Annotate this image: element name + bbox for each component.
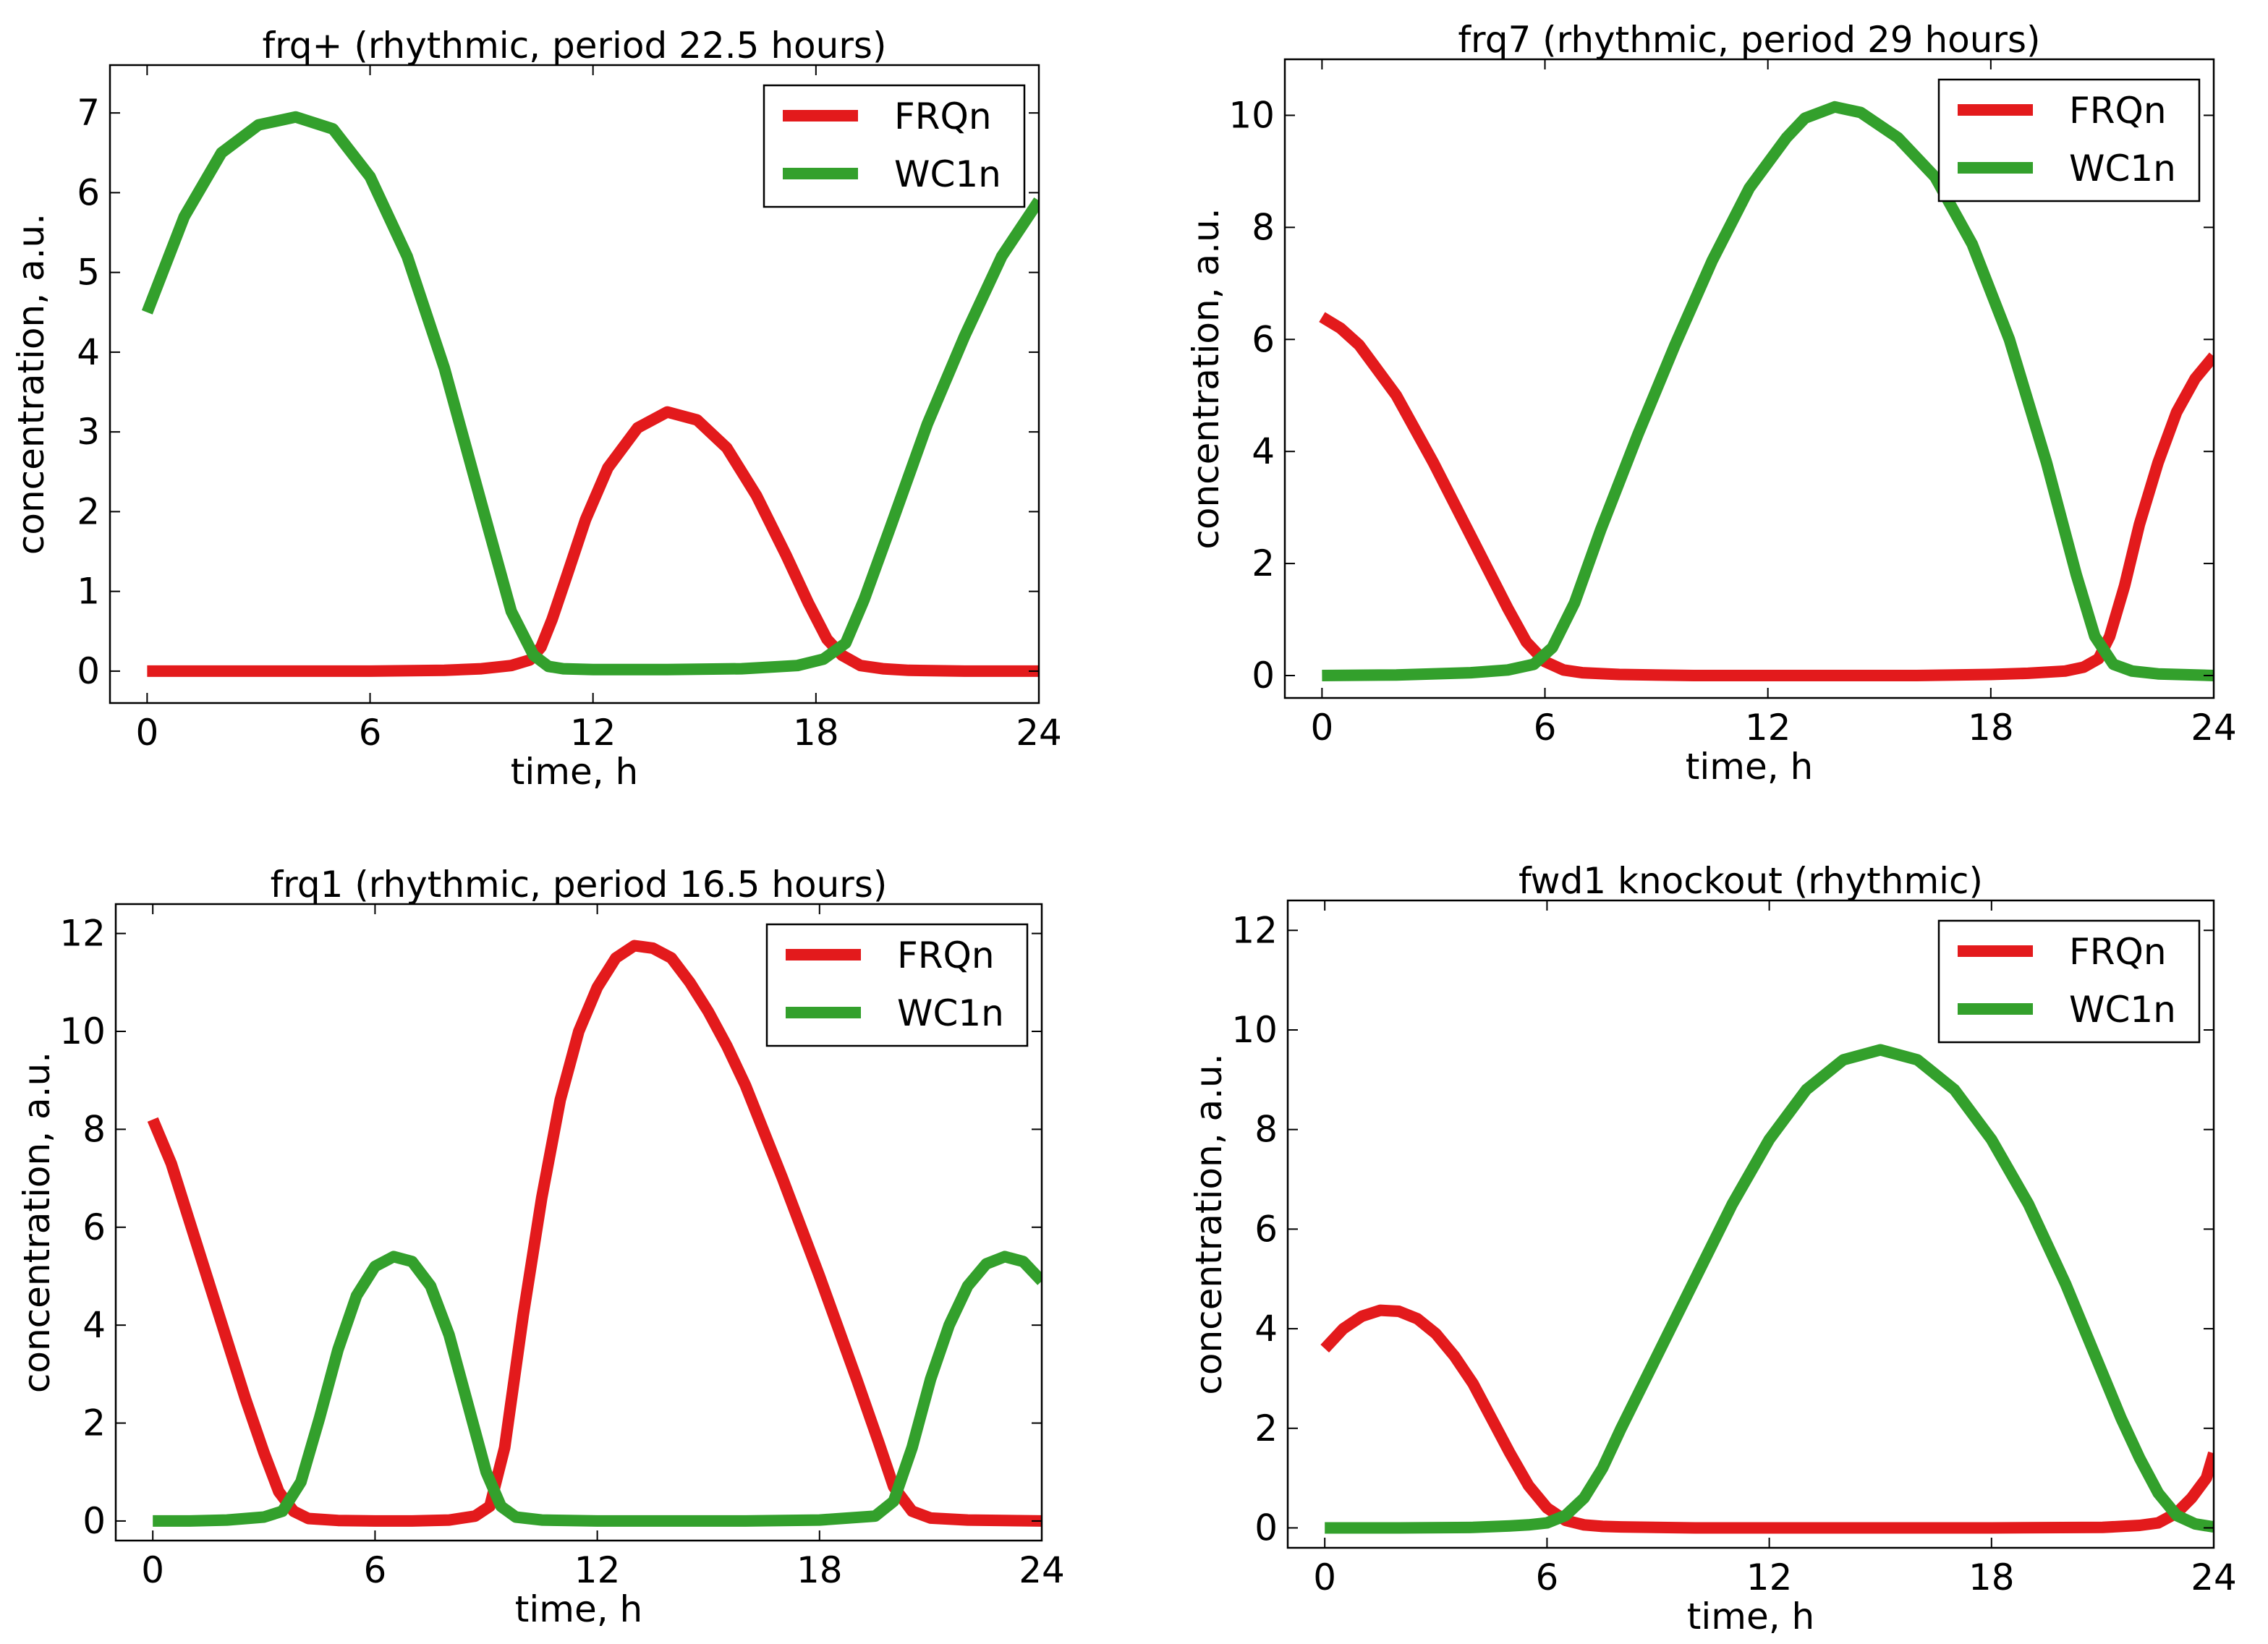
y-tick-label: 10 [1231, 1009, 1278, 1051]
y-tick-label: 12 [59, 913, 106, 955]
y-tick-label: 0 [1254, 1507, 1278, 1549]
x-tick-label: 0 [1310, 707, 1333, 749]
series-line-frqn [1319, 312, 2214, 681]
legend-box [765, 923, 1029, 1047]
legend: FRQn WC1n [1937, 919, 2201, 1044]
plot-area [141, 111, 1039, 677]
y-tick-label: 2 [82, 1402, 106, 1444]
x-axis-label: time, h [1686, 746, 1813, 788]
y-tick-label: 4 [77, 331, 100, 373]
y-tick-label: 6 [1254, 1208, 1278, 1250]
y-tick-label: 1 [77, 571, 100, 613]
y-tick-label: 8 [82, 1108, 106, 1150]
y-tick-label: 6 [82, 1206, 106, 1248]
axes-frame [1283, 58, 2215, 699]
legend-label-frqn: FRQn [2069, 90, 2167, 132]
y-tick-label: 4 [1252, 430, 1275, 472]
y-tick-label: 3 [77, 411, 100, 453]
y-axis-label: concentration, a.u. [16, 1052, 58, 1393]
chart-title: fwd1 knockout (rhythmic) [1519, 860, 1983, 902]
x-tick-label: 6 [363, 1549, 386, 1591]
x-axis-label: time, h [511, 751, 638, 793]
legend-label-wc1n: WC1n [894, 153, 1001, 195]
plot-area [147, 940, 1042, 1527]
series-line-wc1n [141, 111, 1039, 676]
legend: FRQn WC1n [763, 84, 1026, 208]
y-tick-label: 2 [77, 490, 100, 532]
x-tick-label: 24 [1016, 712, 1062, 754]
series-line-wc1n [1325, 1044, 2214, 1534]
series-line-wc1n [153, 1251, 1042, 1527]
chart-title: frq7 (rhythmic, period 29 hours) [1458, 19, 2040, 61]
legend-label-frqn: FRQn [897, 934, 995, 976]
x-tick-label: 0 [141, 1549, 164, 1591]
y-tick-label: 6 [77, 171, 100, 213]
legend-label-wc1n: WC1n [2069, 148, 2176, 189]
axes-frame [109, 64, 1040, 704]
legend: FRQn WC1n [1937, 78, 2201, 203]
chart-title: frq1 (rhythmic, period 16.5 hours) [271, 864, 888, 906]
legend-box [1937, 78, 2201, 203]
legend-box [763, 84, 1026, 208]
legend-box [1937, 919, 2201, 1044]
x-axis-label: time, h [515, 1588, 642, 1630]
y-axis-label: concentration, a.u. [1188, 1053, 1230, 1394]
y-tick-label: 6 [1252, 318, 1275, 360]
y-tick-label: 5 [77, 252, 100, 294]
x-tick-label: 24 [2191, 1556, 2237, 1598]
axes-frame [1286, 899, 2215, 1549]
x-tick-label: 6 [1534, 707, 1557, 749]
y-tick-label: 7 [77, 92, 100, 134]
x-tick-label: 12 [1745, 707, 1791, 749]
y-tick-label: 0 [1252, 655, 1275, 697]
x-tick-label: 18 [1968, 1556, 2015, 1598]
plot-area [1320, 1044, 2214, 1534]
legend-label-frqn: FRQn [2069, 931, 2167, 973]
y-tick-label: 8 [1254, 1109, 1278, 1151]
y-tick-label: 0 [77, 650, 100, 692]
y-tick-label: 8 [1252, 206, 1275, 248]
x-tick-label: 0 [135, 712, 158, 754]
x-tick-label: 18 [797, 1549, 843, 1591]
x-tick-label: 24 [1019, 1549, 1065, 1591]
plot-area [1319, 101, 2214, 681]
legend-label-wc1n: WC1n [2069, 989, 2176, 1031]
y-axis-label: concentration, a.u. [10, 213, 52, 555]
y-tick-label: 12 [1231, 909, 1278, 951]
y-tick-label: 10 [59, 1010, 106, 1052]
series-line-frqn [147, 940, 1042, 1527]
x-tick-label: 6 [359, 712, 382, 754]
x-tick-label: 6 [1535, 1556, 1558, 1598]
series-line-wc1n [1322, 101, 2214, 681]
x-tick-label: 18 [793, 712, 839, 754]
legend-label-wc1n: WC1n [897, 992, 1004, 1034]
x-tick-label: 12 [1746, 1556, 1793, 1598]
x-tick-label: 12 [574, 1549, 621, 1591]
x-axis-label: time, h [1687, 1596, 1814, 1637]
axes-frame [114, 903, 1043, 1542]
x-tick-label: 18 [1968, 707, 2014, 749]
legend-label-frqn: FRQn [894, 95, 992, 137]
y-axis-label: concentration, a.u. [1185, 208, 1227, 549]
y-tick-label: 2 [1254, 1407, 1278, 1449]
y-tick-label: 0 [82, 1500, 106, 1542]
chart-title: frq+ (rhythmic, period 22.5 hours) [263, 25, 887, 67]
y-tick-label: 2 [1252, 542, 1275, 584]
x-tick-label: 24 [2191, 707, 2237, 749]
x-tick-label: 0 [1313, 1556, 1336, 1598]
legend: FRQn WC1n [765, 923, 1029, 1047]
y-tick-label: 10 [1228, 94, 1275, 136]
series-line-frqn [147, 406, 1039, 677]
x-tick-label: 12 [570, 712, 616, 754]
y-tick-label: 4 [82, 1304, 106, 1346]
y-tick-label: 4 [1254, 1308, 1278, 1350]
